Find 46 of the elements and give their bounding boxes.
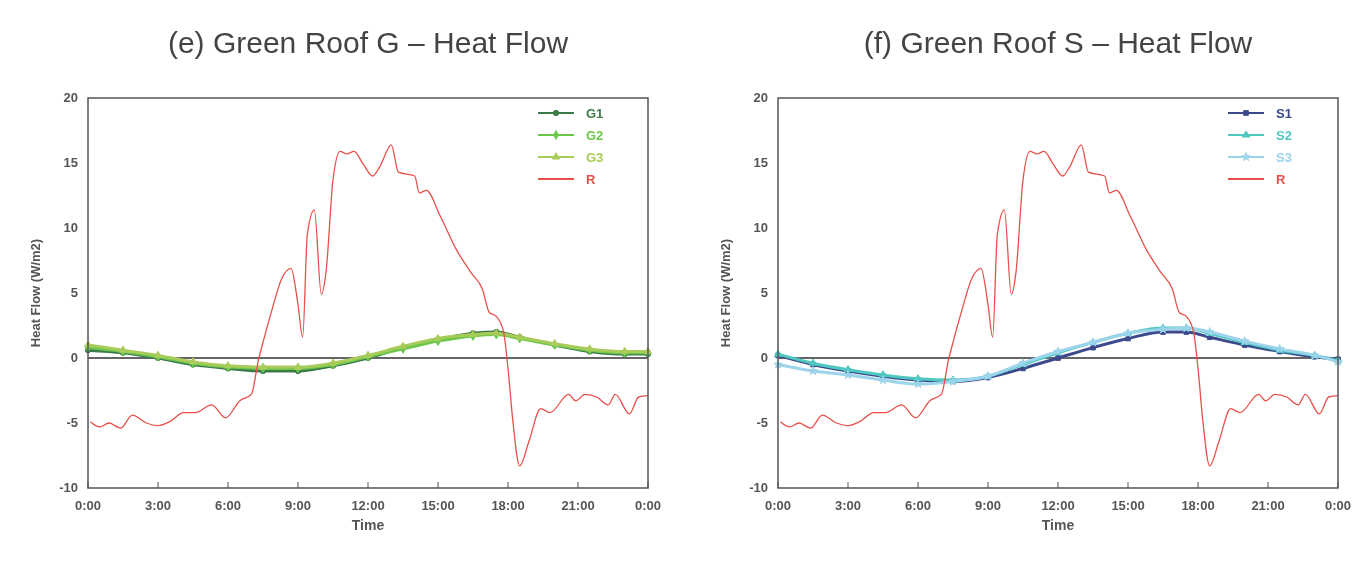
y-tick-label: 0 [70,350,78,365]
x-axis-title: Time [1041,517,1075,533]
y-tick-label: 5 [70,285,78,300]
x-tick-label: 18:00 [1181,498,1215,513]
legend-label: G3 [586,150,604,165]
y-tick-label: -5 [756,415,768,430]
y-axis-title: Heat Flow (W/m2) [718,238,733,348]
y-tick-label: 15 [753,155,768,170]
y-tick-label: 0 [760,350,768,365]
x-tick-label: 0:00 [74,498,102,513]
chart-title: (e) Green Roof G – Heat Flow [167,26,569,59]
x-tick-label: 9:00 [974,498,1002,513]
x-tick-label: 6:00 [904,498,932,513]
legend-label: R [1276,172,1286,187]
legend-label: S3 [1276,150,1292,165]
x-tick-label: 21:00 [1251,498,1285,513]
y-tick-label: -10 [749,480,768,495]
x-tick-label: 12:00 [351,498,385,513]
x-tick-label: 0:00 [764,498,792,513]
legend-label: G1 [586,106,604,121]
x-tick-label: 0:00 [634,498,662,513]
y-tick-label: 20 [63,90,78,105]
x-axis-title: Time [351,517,385,533]
y-tick-label: 10 [63,220,78,235]
y-tick-label: -10 [59,480,78,495]
y-tick-label: 10 [753,220,768,235]
x-tick-label: 21:00 [561,498,595,513]
x-tick-label: 9:00 [284,498,312,513]
chart-title: (f) Green Roof S – Heat Flow [863,26,1253,59]
x-tick-label: 18:00 [491,498,525,513]
legend-label: S2 [1276,128,1292,143]
x-tick-label: 0:00 [1324,498,1352,513]
legend-label: S1 [1276,106,1292,121]
x-tick-label: 15:00 [1111,498,1145,513]
y-tick-label: -5 [66,415,78,430]
x-tick-label: 3:00 [834,498,862,513]
x-tick-label: 15:00 [421,498,455,513]
legend-label: R [586,172,596,187]
legend-label: G2 [586,128,604,143]
y-tick-label: 20 [753,90,768,105]
x-tick-label: 6:00 [214,498,242,513]
y-axis-title: Heat Flow (W/m2) [28,238,43,348]
x-tick-label: 3:00 [144,498,172,513]
y-tick-label: 5 [760,285,768,300]
x-tick-label: 12:00 [1041,498,1075,513]
y-tick-label: 15 [63,155,78,170]
